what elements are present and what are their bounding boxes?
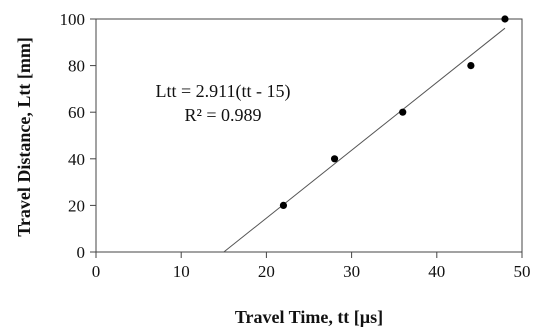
- data-point-1: [279, 201, 288, 209]
- x-tick-label-20: 20: [258, 262, 275, 281]
- y-axis-tick-labels: 0 20 40 60 80 100: [60, 10, 86, 262]
- x-axis-tick-labels: 0 10 20 30 40 50: [92, 262, 531, 281]
- y-tick-label-40: 40: [68, 150, 85, 169]
- equation-annotation: Ltt = 2.911(tt - 15): [156, 81, 291, 102]
- r-squared-annotation: R² = 0.989: [184, 105, 261, 125]
- y-tick-label-20: 20: [68, 196, 85, 215]
- data-point-4: [467, 62, 475, 70]
- x-axis-title: Travel Time, tt [µs]: [235, 307, 383, 327]
- plot-frame: [95, 18, 523, 253]
- y-tick-label-60: 60: [68, 103, 85, 122]
- trendline: [223, 27, 506, 253]
- y-tick-label-0: 0: [77, 243, 86, 262]
- data-point-3: [399, 108, 407, 116]
- x-tick-label-10: 10: [173, 262, 190, 281]
- data-points: [279, 15, 509, 209]
- x-tick-label-50: 50: [514, 262, 531, 281]
- x-tick-label-30: 30: [343, 262, 360, 281]
- y-axis-title: Travel Distance, Ltt [mm]: [14, 37, 34, 237]
- y-axis-ticks: [90, 18, 96, 253]
- x-tick-label-40: 40: [428, 262, 445, 281]
- data-point-2: [330, 155, 339, 163]
- data-point-5: [501, 15, 509, 23]
- x-axis-ticks: [95, 252, 523, 258]
- y-tick-label-100: 100: [60, 10, 86, 29]
- x-tick-label-0: 0: [92, 262, 101, 281]
- y-tick-label-80: 80: [68, 57, 85, 76]
